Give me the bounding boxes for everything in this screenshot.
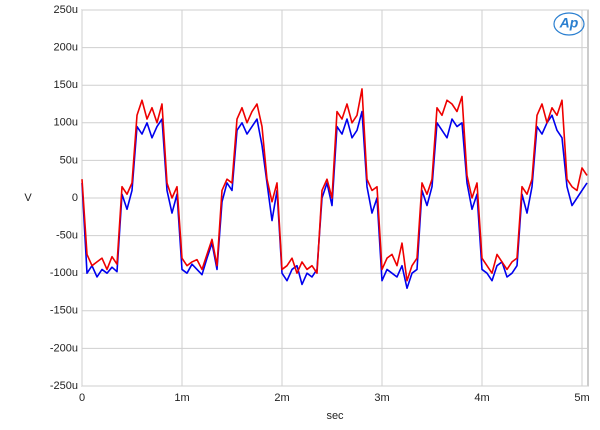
- y-tick-label: -50u: [56, 230, 78, 242]
- y-tick-label: -150u: [50, 305, 78, 317]
- y-axis-label: V: [24, 192, 32, 204]
- y-tick-label: 150u: [54, 79, 78, 91]
- y-tick-label: 200u: [54, 42, 78, 54]
- y-tick-label: 0: [72, 192, 78, 204]
- y-tick-label: -200u: [50, 342, 78, 354]
- logo-ring: [553, 12, 585, 36]
- y-tick-label: 250u: [54, 4, 78, 16]
- y-tick-label: 100u: [54, 117, 78, 129]
- x-tick-label: 4m: [474, 392, 489, 404]
- x-tick-label: 1m: [174, 392, 189, 404]
- x-tick-label: 3m: [374, 392, 389, 404]
- logo: Ap: [559, 15, 579, 31]
- x-tick-label: 5m: [574, 392, 589, 404]
- y-tick-label: 50u: [60, 154, 78, 166]
- y-tick-label: -100u: [50, 267, 78, 279]
- x-axis-label: sec: [326, 410, 344, 422]
- series-line: [81, 88, 588, 282]
- y-tick-label: -250u: [50, 380, 78, 392]
- x-tick-label: 2m: [274, 392, 289, 404]
- x-tick-label: 0: [79, 392, 85, 404]
